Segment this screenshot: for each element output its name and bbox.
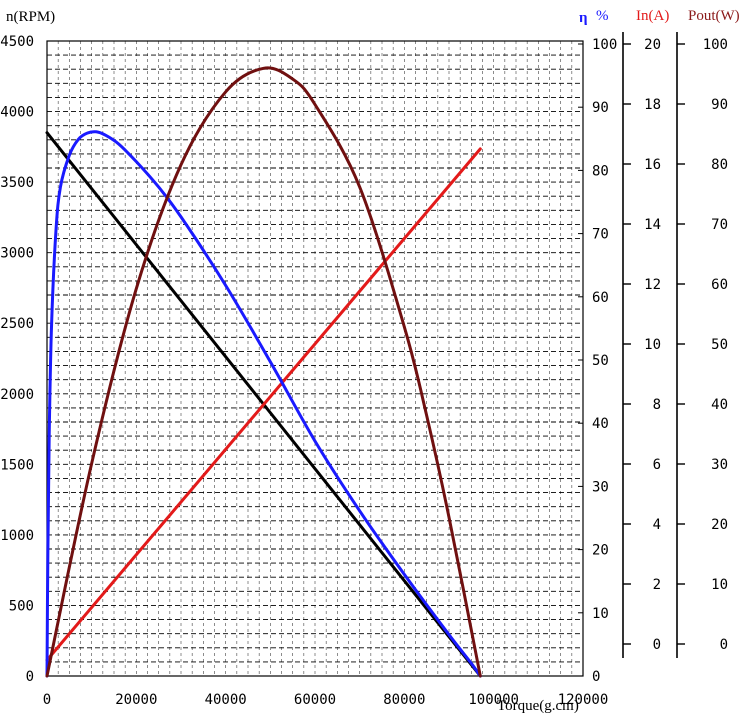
speed-tick-label: 3000 [0,246,34,262]
efficiency-tick-label: 90 [592,100,609,116]
current-tick-label: 12 [644,277,661,293]
power-tick-label: 10 [711,577,728,593]
grid-lines [47,41,583,676]
current-tick-label: 8 [653,397,661,413]
current-curve [45,147,482,662]
efficiency-axis-symbol: η [579,10,588,26]
current-tick-label: 0 [653,637,661,653]
speed-tick-label: 2500 [0,316,34,332]
power-tick-label: 80 [711,157,728,173]
current-tick-label: 4 [653,517,661,533]
x-tick-label: 80000 [383,692,425,708]
power-curve [45,66,482,678]
efficiency-tick-label: 30 [592,479,609,495]
current-tick-label: 14 [644,217,661,233]
x-tick-label: 100000 [468,692,519,708]
speed-tick-label: 1500 [0,457,34,473]
current-axis-title: In(A) [636,8,669,24]
power-tick-label: 30 [711,457,728,473]
speed-tick-label: 1000 [0,528,34,544]
speed-axis-title: n(RPM) [6,9,55,25]
x-axis-title: Torque(g.cm) [497,698,579,714]
series-layer [45,66,482,678]
plot-frame [46,40,584,677]
efficiency-tick-label: 70 [592,227,609,243]
current-tick-label: 16 [644,157,661,173]
power-tick-label: 0 [720,637,728,653]
efficiency-tick-label: 80 [592,163,609,179]
x-tick-label: 40000 [205,692,247,708]
x-tick-label: 0 [43,692,51,708]
power-tick-label: 100 [703,37,728,53]
efficiency-tick-label: 0 [592,669,600,685]
efficiency-tick-label: 100 [592,37,617,53]
speed-tick-label: 3500 [0,175,34,191]
power-tick-label: 90 [711,97,728,113]
axes-layer: 0 20000 40000 60000 80000 100000 1200000500100… [0,32,728,708]
power-tick-label: 20 [711,517,728,533]
power-tick-label: 50 [711,337,728,353]
efficiency-tick-label: 60 [592,290,609,306]
efficiency-tick-label: 10 [592,606,609,622]
x-tick-label: 60000 [294,692,336,708]
efficiency-tick-label: 20 [592,543,609,559]
power-tick-label: 60 [711,277,728,293]
x-tick-label: 20000 [115,692,157,708]
power-tick-label: 40 [711,397,728,413]
efficiency-curve [45,130,482,678]
power-axis-title: Pout(W) [688,8,740,24]
current-tick-label: 20 [644,37,661,53]
x-tick-label: 120000 [558,692,609,708]
efficiency-tick-label: 50 [592,353,609,369]
power-tick-label: 70 [711,217,728,233]
speed-tick-label: 2000 [0,387,34,403]
current-tick-label: 6 [653,457,661,473]
speed-tick-label: 4500 [0,34,34,50]
current-tick-label: 2 [653,577,661,593]
efficiency-axis-unit: % [596,8,609,24]
efficiency-tick-label: 40 [592,416,609,432]
speed-tick-label: 500 [9,598,34,614]
speed-tick-label: 0 [26,669,34,685]
current-tick-label: 18 [644,97,661,113]
current-tick-label: 10 [644,337,661,353]
speed-tick-label: 4000 [0,105,34,121]
